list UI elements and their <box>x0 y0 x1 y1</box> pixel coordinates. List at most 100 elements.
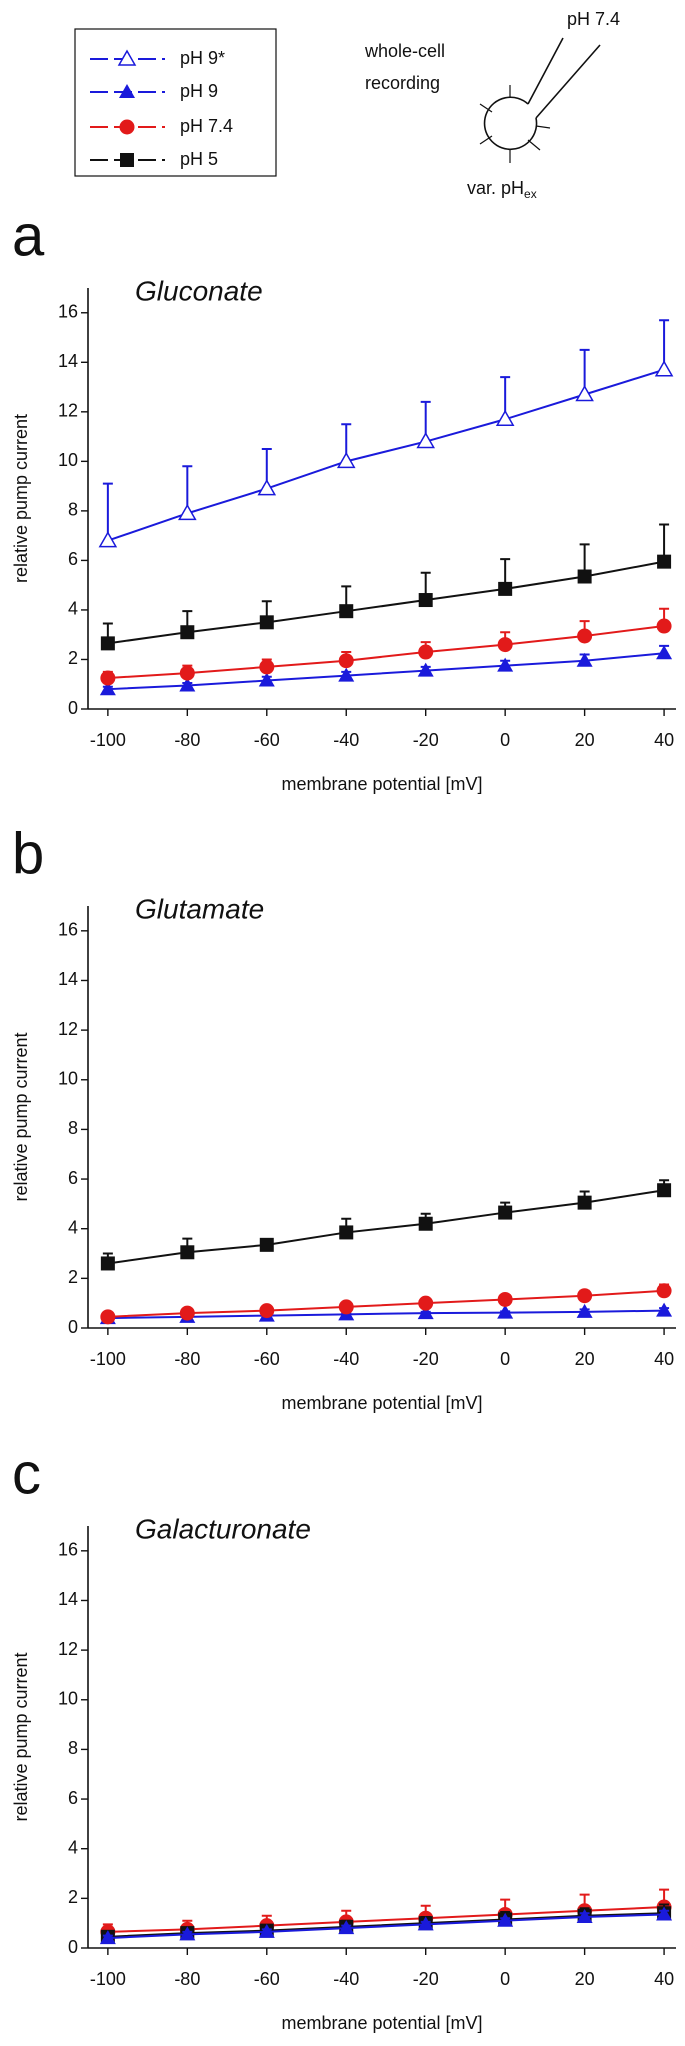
y-tick-label: 0 <box>68 698 78 718</box>
marker <box>654 360 674 377</box>
x-axis-label: membrane potential [mV] <box>281 1393 482 1413</box>
x-tick-label: -40 <box>333 1969 359 1989</box>
x-tick-label: 40 <box>654 1969 674 1989</box>
marker <box>418 593 433 608</box>
y-tick-label: 16 <box>58 302 78 322</box>
x-tick-label: 20 <box>575 1349 595 1369</box>
x-tick-label: -100 <box>90 1969 126 1989</box>
y-tick-label: 14 <box>58 969 78 989</box>
y-axis-label: relative pump current <box>11 1652 31 1821</box>
x-tick-label: -20 <box>413 1969 439 1989</box>
marker <box>498 581 513 596</box>
y-tick-label: 14 <box>58 351 78 371</box>
x-tick-label: 20 <box>575 1969 595 1989</box>
x-tick-label: -60 <box>254 1969 280 1989</box>
series <box>100 523 672 651</box>
series-line <box>107 560 665 645</box>
series-line <box>107 1189 665 1265</box>
y-tick-label: 4 <box>68 599 78 619</box>
marker <box>98 531 118 548</box>
x-tick-label: -20 <box>413 730 439 750</box>
marker <box>417 1916 434 1931</box>
y-tick-label: 0 <box>68 1317 78 1337</box>
y-tick-label: 2 <box>68 648 78 668</box>
x-axis-label: membrane potential [mV] <box>281 2013 482 2033</box>
marker <box>656 1283 672 1299</box>
y-axis-label: relative pump current <box>11 1032 31 1201</box>
legend-label: pH 7.4 <box>180 116 233 136</box>
chart-title: Glutamate <box>135 893 264 924</box>
marker <box>497 1912 514 1927</box>
marker <box>178 503 197 521</box>
marker <box>577 569 592 584</box>
marker <box>338 1920 355 1935</box>
series <box>100 607 672 686</box>
marker <box>418 644 434 660</box>
marker <box>575 384 594 402</box>
marker <box>577 1195 592 1210</box>
bath-label: var. pHex <box>467 178 537 201</box>
x-tick-label: 0 <box>500 730 510 750</box>
x-tick-label: -80 <box>174 1349 200 1369</box>
y-tick-label: 4 <box>68 1217 78 1237</box>
y-tick-label: 6 <box>68 549 78 569</box>
x-tick-label: -40 <box>333 1349 359 1369</box>
legend-marker <box>120 153 134 167</box>
series <box>99 1906 673 1945</box>
chart-title: Galacturonate <box>135 1513 311 1544</box>
x-tick-label: 20 <box>575 730 595 750</box>
marker <box>258 1923 275 1938</box>
x-tick-label: -100 <box>90 1349 126 1369</box>
marker <box>259 659 275 675</box>
panel-letter: a <box>12 203 45 268</box>
series-line <box>107 1289 665 1318</box>
series <box>99 644 673 696</box>
y-tick-label: 12 <box>58 1019 78 1039</box>
legend-label: pH 9* <box>180 48 225 68</box>
marker <box>100 636 115 651</box>
x-tick-label: -60 <box>254 730 280 750</box>
marker <box>180 1245 195 1260</box>
marker <box>100 670 116 686</box>
x-tick-label: 0 <box>500 1969 510 1989</box>
y-tick-label: 14 <box>58 1589 78 1609</box>
marker <box>100 1309 116 1325</box>
marker <box>179 665 195 681</box>
marker <box>497 1304 514 1319</box>
marker <box>656 645 673 660</box>
series <box>100 1283 672 1325</box>
marker <box>179 677 196 692</box>
x-tick-label: -60 <box>254 1349 280 1369</box>
series-line <box>107 1309 665 1320</box>
cell <box>483 96 538 151</box>
series-line <box>107 1913 665 1940</box>
series <box>100 1179 672 1271</box>
y-tick-label: 16 <box>58 920 78 940</box>
pipette-label: pH 7.4 <box>567 9 620 29</box>
x-tick-label: 0 <box>500 1349 510 1369</box>
y-axis-label: relative pump current <box>11 414 31 583</box>
y-tick-label: 8 <box>68 1118 78 1138</box>
marker <box>416 432 435 449</box>
marker <box>179 1305 195 1321</box>
marker <box>257 479 277 496</box>
y-tick-label: 16 <box>58 1540 78 1560</box>
marker <box>336 451 356 469</box>
marker <box>576 1303 593 1318</box>
legend-box <box>74 28 277 177</box>
panel-letter: c <box>12 1441 41 1506</box>
marker <box>99 681 116 696</box>
marker <box>495 409 515 427</box>
x-tick-label: -100 <box>90 730 126 750</box>
y-tick-label: 4 <box>68 1837 78 1857</box>
marker <box>179 1926 196 1941</box>
marker <box>497 1291 513 1307</box>
series-line <box>107 368 665 542</box>
diagram: whole-cell recording pH 7.4 var. pHex <box>364 9 620 201</box>
x-tick-label: -80 <box>174 1969 200 1989</box>
chart-title: Gluconate <box>135 275 263 306</box>
marker <box>656 1906 673 1921</box>
x-tick-label: -80 <box>174 730 200 750</box>
marker <box>418 1295 434 1311</box>
